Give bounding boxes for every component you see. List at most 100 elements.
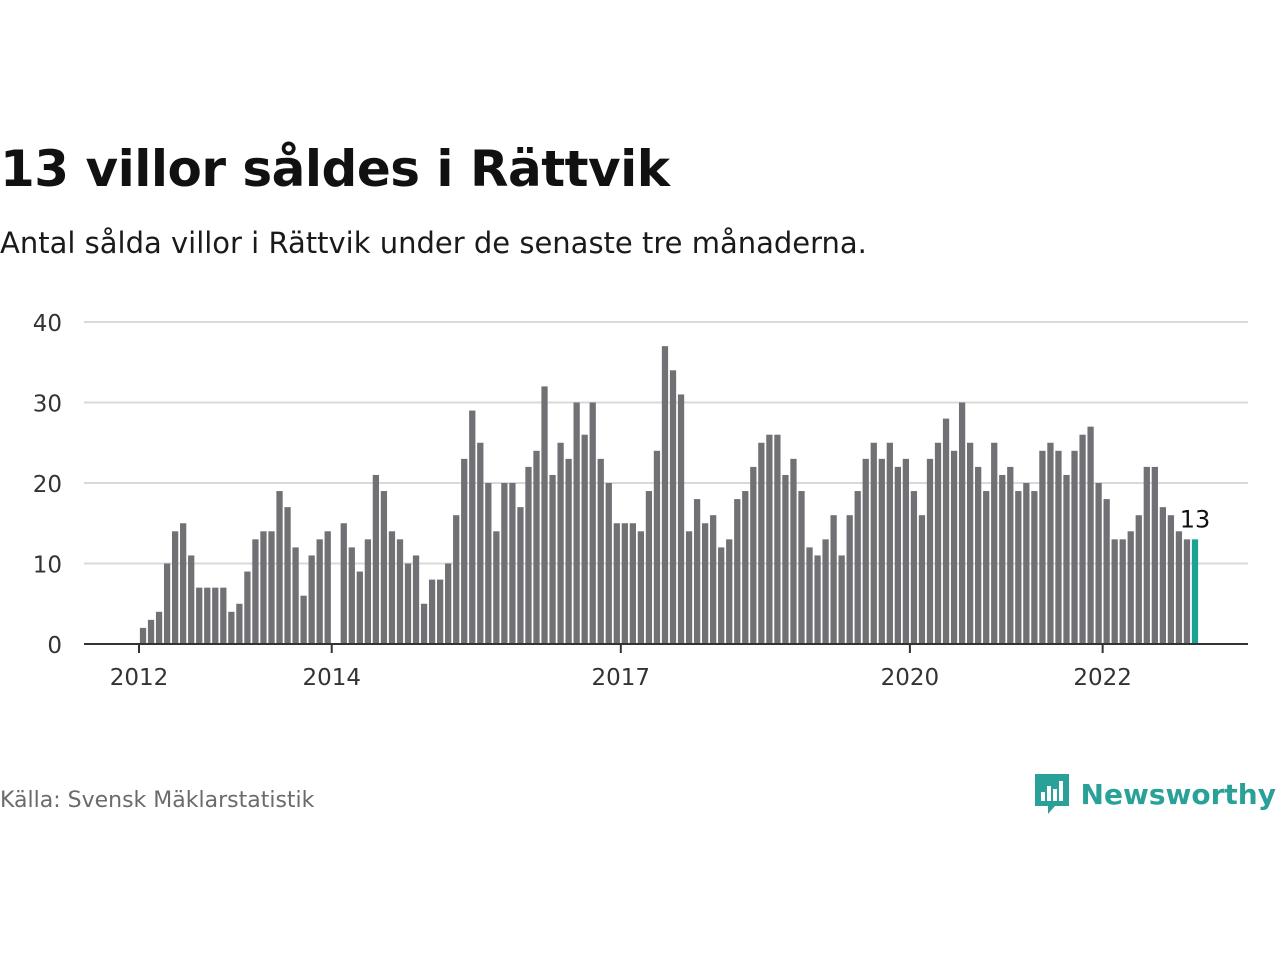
bar xyxy=(348,547,355,644)
bar xyxy=(854,491,861,644)
bar xyxy=(1087,426,1094,644)
axis-layer: 0 10 20 30 40 13 2012 2014 2017 2020 2022 xyxy=(33,311,1248,691)
bar xyxy=(477,442,484,644)
x-tick-label: 2020 xyxy=(881,665,940,691)
bar xyxy=(838,555,845,644)
bar xyxy=(991,442,998,644)
bar xyxy=(1015,491,1022,644)
bar xyxy=(388,531,396,644)
bar xyxy=(252,539,259,644)
bar xyxy=(501,483,508,644)
bar xyxy=(445,563,452,644)
bar xyxy=(1063,474,1070,644)
bar xyxy=(774,434,781,644)
bar xyxy=(196,587,203,644)
bar xyxy=(790,458,797,644)
y-tick-label: 10 xyxy=(33,553,62,579)
bar xyxy=(541,386,548,644)
bar xyxy=(260,531,267,644)
bar xyxy=(147,619,155,644)
y-tick-label: 40 xyxy=(33,311,62,337)
bar xyxy=(942,418,950,644)
chart-title: 13 villor såldes i Rättvik xyxy=(0,140,670,198)
bar xyxy=(621,523,628,644)
bar xyxy=(292,547,299,644)
bar xyxy=(428,579,436,644)
bar xyxy=(870,442,877,644)
brand-logo[interactable]: Newsworthy xyxy=(1033,772,1276,816)
brand-name: Newsworthy xyxy=(1080,777,1276,811)
bar xyxy=(782,474,789,644)
bar xyxy=(726,539,733,644)
bars-layer xyxy=(139,346,1199,644)
bar xyxy=(862,458,869,644)
bar xyxy=(244,571,251,644)
bar xyxy=(180,523,187,644)
bar xyxy=(1119,539,1126,644)
bar xyxy=(228,611,235,644)
bar xyxy=(340,523,347,644)
x-tick-label: 2012 xyxy=(110,665,169,691)
bar xyxy=(710,515,717,644)
y-tick-label: 30 xyxy=(33,392,62,418)
bar xyxy=(677,394,685,644)
bar xyxy=(967,442,974,644)
bar xyxy=(645,491,653,644)
y-tick-label: 20 xyxy=(33,472,62,498)
bar xyxy=(958,402,966,644)
bar xyxy=(798,491,805,644)
bar xyxy=(404,563,412,644)
newsworthy-chart-icon xyxy=(1034,774,1069,814)
bar xyxy=(1007,466,1014,644)
bar xyxy=(220,587,227,644)
bar xyxy=(300,595,307,644)
x-tick-label: 2017 xyxy=(592,665,651,691)
chart-subtitle: Antal sålda villor i Rättvik under de se… xyxy=(0,226,867,260)
bar xyxy=(1055,450,1062,644)
bar xyxy=(268,531,275,644)
bar-highlight xyxy=(1191,539,1199,644)
bar xyxy=(557,442,564,644)
bar xyxy=(983,491,990,644)
bar xyxy=(139,627,147,644)
bar xyxy=(934,442,942,644)
bar xyxy=(163,563,171,644)
bar xyxy=(420,603,428,644)
bar xyxy=(742,491,749,644)
bar xyxy=(364,539,371,644)
bar xyxy=(894,466,901,644)
bar xyxy=(637,531,645,644)
bar-chart: 0 10 20 30 40 13 2012 2014 2017 2020 2022 xyxy=(33,311,1248,691)
bar xyxy=(437,579,444,644)
source-note: Källa: Svensk Mäklarstatistik xyxy=(0,788,315,813)
x-tick-label: 2014 xyxy=(302,665,361,691)
bar xyxy=(380,491,388,644)
bar xyxy=(613,523,620,644)
bar xyxy=(669,370,677,644)
bar xyxy=(693,499,701,644)
bar xyxy=(1135,515,1142,644)
bar xyxy=(758,442,765,644)
highlight-data-label: 13 xyxy=(1180,505,1211,533)
bar xyxy=(517,507,524,644)
bar xyxy=(188,555,195,644)
bar xyxy=(573,402,580,644)
bar xyxy=(212,587,219,644)
bar xyxy=(1023,483,1030,644)
bar xyxy=(1175,531,1183,644)
bar xyxy=(822,539,829,644)
bar xyxy=(469,410,476,644)
bar xyxy=(661,346,669,644)
bar xyxy=(1127,531,1134,644)
bar xyxy=(453,515,460,644)
bar xyxy=(605,483,612,644)
bar xyxy=(814,555,821,644)
bar xyxy=(396,539,404,644)
bar xyxy=(589,402,596,644)
bar xyxy=(1047,442,1054,644)
bar xyxy=(902,458,910,644)
bar xyxy=(525,466,532,644)
bar xyxy=(1031,491,1038,644)
y-tick-label: 0 xyxy=(47,633,62,659)
bar xyxy=(549,474,556,644)
